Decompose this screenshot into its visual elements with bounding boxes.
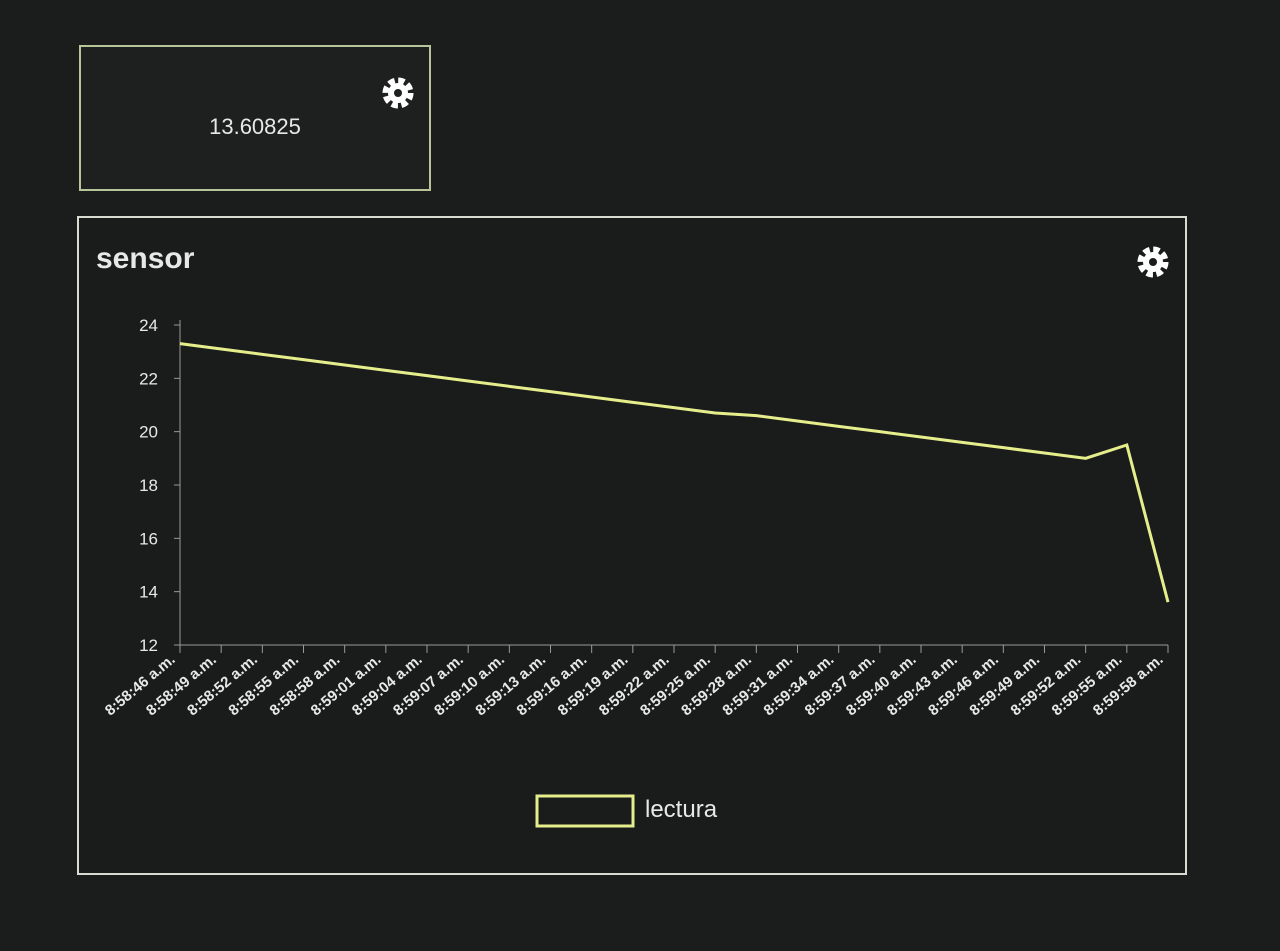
y-tick-label: 24: [139, 316, 158, 335]
series-line: [179, 342, 1170, 603]
y-tick-label: 20: [139, 423, 158, 442]
chart-panel: [77, 216, 1187, 875]
legend-label: lectura: [645, 796, 718, 823]
settings-icon[interactable]: [1137, 246, 1169, 278]
y-tick-label: 14: [139, 583, 158, 602]
value-widget: [79, 45, 431, 191]
y-tick-label: 16: [139, 529, 158, 548]
settings-icon[interactable]: [382, 77, 414, 109]
widget-value: 13.60825: [209, 114, 301, 139]
y-tick-label: 22: [139, 369, 158, 388]
y-tick-label: 12: [139, 636, 158, 655]
legend-swatch: [535, 794, 635, 828]
y-tick-label: 18: [139, 476, 158, 495]
chart-title: sensor: [96, 242, 195, 275]
